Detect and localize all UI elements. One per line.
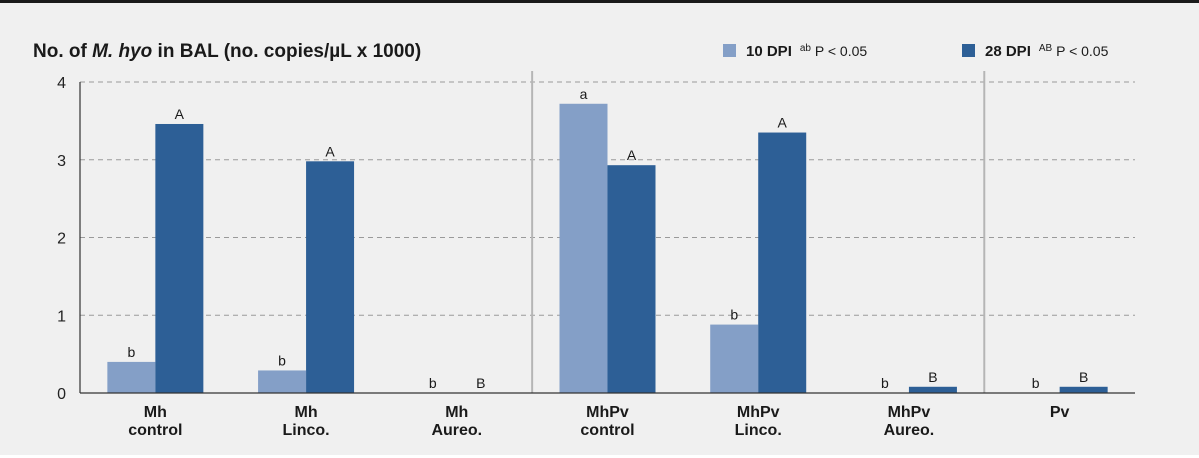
significance-label: B — [928, 369, 937, 385]
bar — [155, 123, 204, 394]
y-tick-label: 0 — [57, 386, 66, 403]
legend-significance: AB P < 0.05 — [1039, 43, 1109, 59]
legend-item: 28 DPI AB P < 0.05 — [962, 43, 1109, 60]
x-tick-label-line: control — [580, 422, 634, 439]
x-tick-label-line: Aureo. — [884, 422, 935, 439]
y-tick-label: 4 — [57, 75, 66, 92]
bar — [559, 103, 608, 394]
y-tick-label: 3 — [57, 153, 66, 170]
legend-swatch — [962, 44, 975, 57]
significance-label: b — [881, 375, 889, 391]
bar — [607, 165, 656, 393]
legend-significance-text: P < 0.05 — [1052, 43, 1108, 59]
chart-title-part: in BAL (no. copies/µL x 1000) — [152, 41, 421, 62]
y-tick-label: 2 — [57, 231, 66, 248]
legend: 10 DPI ab P < 0.05 28 DPI AB P < 0.05 — [723, 43, 1109, 60]
bar — [758, 132, 807, 393]
significance-label: A — [627, 147, 637, 163]
x-tick-label-line: Aureo. — [431, 422, 482, 439]
x-tick-label-line: Mh — [144, 404, 167, 421]
legend-significance: ab P < 0.05 — [800, 43, 868, 59]
y-tick-label: 1 — [57, 308, 66, 325]
legend-item: 10 DPI ab P < 0.05 — [723, 43, 867, 60]
gridlines — [80, 81, 1135, 316]
significance-label: b — [127, 344, 135, 360]
x-tick-label-line: Linco. — [735, 422, 782, 439]
x-tick-label: Mh Aureo. — [431, 404, 482, 439]
legend-significance-text: P < 0.05 — [811, 43, 867, 59]
bar — [258, 370, 307, 393]
significance-label: b — [730, 307, 738, 323]
x-tick-label-line: Mh — [445, 404, 468, 421]
chart-svg: No. of M. hyo in BAL (no. copies/µL x 10… — [33, 41, 1135, 439]
x-tick-label-line: MhPv — [888, 404, 931, 421]
x-tick-label-line: control — [128, 422, 182, 439]
x-tick-label: Mh control — [128, 404, 182, 439]
bar — [107, 361, 156, 393]
x-tick-label: Mh Linco. — [283, 404, 330, 439]
bar — [306, 161, 355, 393]
significance-label: A — [175, 106, 185, 122]
x-tick-label-line: MhPv — [737, 404, 780, 421]
x-tick-label-line: Mh — [295, 404, 318, 421]
bar — [1059, 386, 1108, 393]
significance-label: b — [429, 375, 437, 391]
x-tick-label: MhPv control — [580, 404, 634, 439]
legend-swatch — [723, 44, 736, 57]
chart-title-part: No. of — [33, 41, 92, 62]
legend-series-name: 28 DPI — [985, 43, 1031, 60]
y-axis: 0 1 2 3 4 — [57, 75, 81, 403]
x-tick-label: Pv — [1050, 404, 1070, 421]
legend-significance-sup: ab — [800, 43, 812, 54]
x-tick-label: MhPv Linco. — [735, 404, 782, 439]
x-tick-label-line: MhPv — [586, 404, 629, 421]
significance-label: A — [325, 143, 335, 159]
significance-label: a — [580, 86, 588, 102]
significance-label: B — [476, 375, 485, 391]
bar — [710, 324, 759, 393]
significance-label: B — [1079, 369, 1088, 385]
chart-title: No. of M. hyo in BAL (no. copies/µL x 10… — [33, 41, 421, 62]
legend-significance-sup: AB — [1039, 43, 1053, 54]
x-tick-label: MhPv Aureo. — [884, 404, 935, 439]
x-tick-label-line: Pv — [1050, 404, 1070, 421]
significance-label: b — [1032, 375, 1040, 391]
x-tick-label-line: Linco. — [283, 422, 330, 439]
significance-label: b — [278, 352, 286, 368]
legend-series-name: 10 DPI — [746, 43, 792, 60]
group-separators — [531, 71, 986, 393]
bar — [908, 386, 957, 393]
chart-title-part: M. hyo — [92, 41, 152, 62]
significance-label: A — [778, 115, 788, 131]
